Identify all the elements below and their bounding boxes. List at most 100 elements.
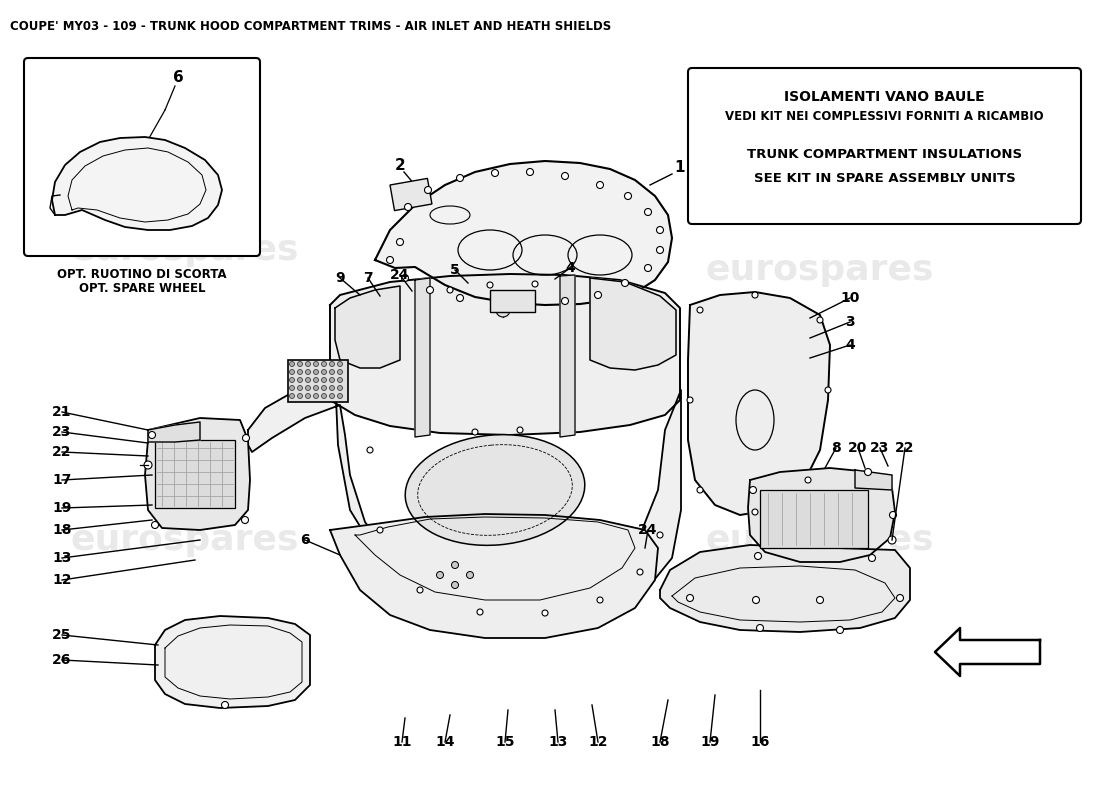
Text: 19: 19 (53, 501, 72, 515)
Polygon shape (855, 470, 892, 490)
Circle shape (752, 597, 759, 603)
Text: VEDI KIT NEI COMPLESSIVI FORNITI A RICAMBIO: VEDI KIT NEI COMPLESSIVI FORNITI A RICAM… (725, 110, 1044, 123)
Text: 19: 19 (701, 735, 719, 749)
Circle shape (425, 186, 431, 194)
Circle shape (817, 317, 823, 323)
Text: 16: 16 (750, 735, 770, 749)
Bar (390, 178, 432, 210)
Text: eurospares: eurospares (416, 523, 645, 557)
Circle shape (517, 427, 522, 433)
Text: 4: 4 (845, 338, 855, 352)
Circle shape (306, 378, 310, 382)
Text: 23: 23 (53, 425, 72, 439)
Text: eurospares: eurospares (70, 523, 299, 557)
Circle shape (330, 378, 334, 382)
Text: 23: 23 (870, 441, 890, 455)
Circle shape (297, 394, 302, 398)
Circle shape (456, 174, 463, 182)
Text: 24: 24 (638, 523, 658, 537)
Circle shape (637, 569, 644, 575)
Circle shape (496, 303, 510, 317)
Circle shape (321, 362, 327, 366)
Polygon shape (330, 514, 658, 638)
Circle shape (144, 461, 152, 469)
Text: 6: 6 (173, 70, 184, 86)
Circle shape (896, 594, 903, 602)
Text: 12: 12 (588, 735, 607, 749)
Circle shape (447, 287, 453, 293)
Circle shape (289, 386, 295, 390)
Polygon shape (660, 545, 910, 632)
Circle shape (755, 553, 761, 559)
Text: 22: 22 (53, 445, 72, 459)
Ellipse shape (405, 434, 585, 546)
Text: 8: 8 (832, 441, 840, 455)
Polygon shape (248, 375, 681, 621)
Text: 4: 4 (565, 261, 575, 275)
Circle shape (297, 362, 302, 366)
Circle shape (289, 370, 295, 374)
Text: eurospares: eurospares (416, 243, 645, 277)
Bar (760, 490, 868, 548)
Text: 2: 2 (395, 158, 406, 173)
Polygon shape (748, 468, 895, 562)
Circle shape (338, 362, 342, 366)
Text: eurospares: eurospares (706, 253, 934, 287)
Circle shape (869, 554, 876, 562)
Text: 21: 21 (53, 405, 72, 419)
Circle shape (330, 362, 334, 366)
Circle shape (688, 397, 693, 403)
Polygon shape (52, 137, 222, 230)
Text: 1: 1 (674, 161, 685, 175)
Circle shape (466, 571, 473, 578)
Circle shape (645, 265, 651, 271)
Circle shape (542, 610, 548, 616)
Text: 20: 20 (848, 441, 868, 455)
Circle shape (597, 597, 603, 603)
Circle shape (386, 257, 394, 263)
Circle shape (686, 594, 693, 602)
Polygon shape (688, 292, 830, 515)
Circle shape (472, 429, 478, 435)
Circle shape (367, 447, 373, 453)
Text: 24: 24 (390, 268, 409, 282)
Circle shape (532, 281, 538, 287)
Polygon shape (590, 278, 676, 370)
Circle shape (402, 274, 408, 282)
Circle shape (527, 299, 534, 306)
Text: eurospares: eurospares (706, 523, 934, 557)
Circle shape (836, 626, 844, 634)
Circle shape (451, 562, 459, 569)
Circle shape (377, 527, 383, 533)
Circle shape (306, 394, 310, 398)
Text: 11: 11 (393, 735, 411, 749)
Circle shape (306, 362, 310, 366)
Circle shape (152, 522, 158, 529)
Circle shape (314, 386, 319, 390)
Text: 22: 22 (895, 441, 915, 455)
Circle shape (314, 378, 319, 382)
Polygon shape (155, 616, 310, 708)
Circle shape (752, 292, 758, 298)
Circle shape (321, 386, 327, 390)
Circle shape (477, 609, 483, 615)
Circle shape (321, 370, 327, 374)
Circle shape (306, 386, 310, 390)
Polygon shape (330, 274, 680, 435)
Circle shape (417, 587, 424, 593)
Circle shape (757, 625, 763, 631)
Circle shape (561, 173, 569, 179)
Circle shape (697, 307, 703, 313)
Circle shape (396, 238, 404, 246)
Text: SEE KIT IN SPARE ASSEMBLY UNITS: SEE KIT IN SPARE ASSEMBLY UNITS (754, 172, 1015, 185)
Circle shape (657, 226, 663, 234)
Circle shape (330, 386, 334, 390)
Text: OPT. RUOTINO DI SCORTA: OPT. RUOTINO DI SCORTA (57, 268, 227, 281)
Text: 9: 9 (336, 271, 344, 285)
Text: ISOLAMENTI VANO BAULE: ISOLAMENTI VANO BAULE (784, 90, 984, 104)
Polygon shape (375, 161, 672, 305)
Circle shape (330, 394, 334, 398)
Circle shape (289, 378, 295, 382)
Circle shape (888, 536, 896, 544)
Text: COUPE' MY03 - 109 - TRUNK HOOD COMPARTMENT TRIMS - AIR INLET AND HEATH SHIELDS: COUPE' MY03 - 109 - TRUNK HOOD COMPARTME… (10, 20, 612, 33)
